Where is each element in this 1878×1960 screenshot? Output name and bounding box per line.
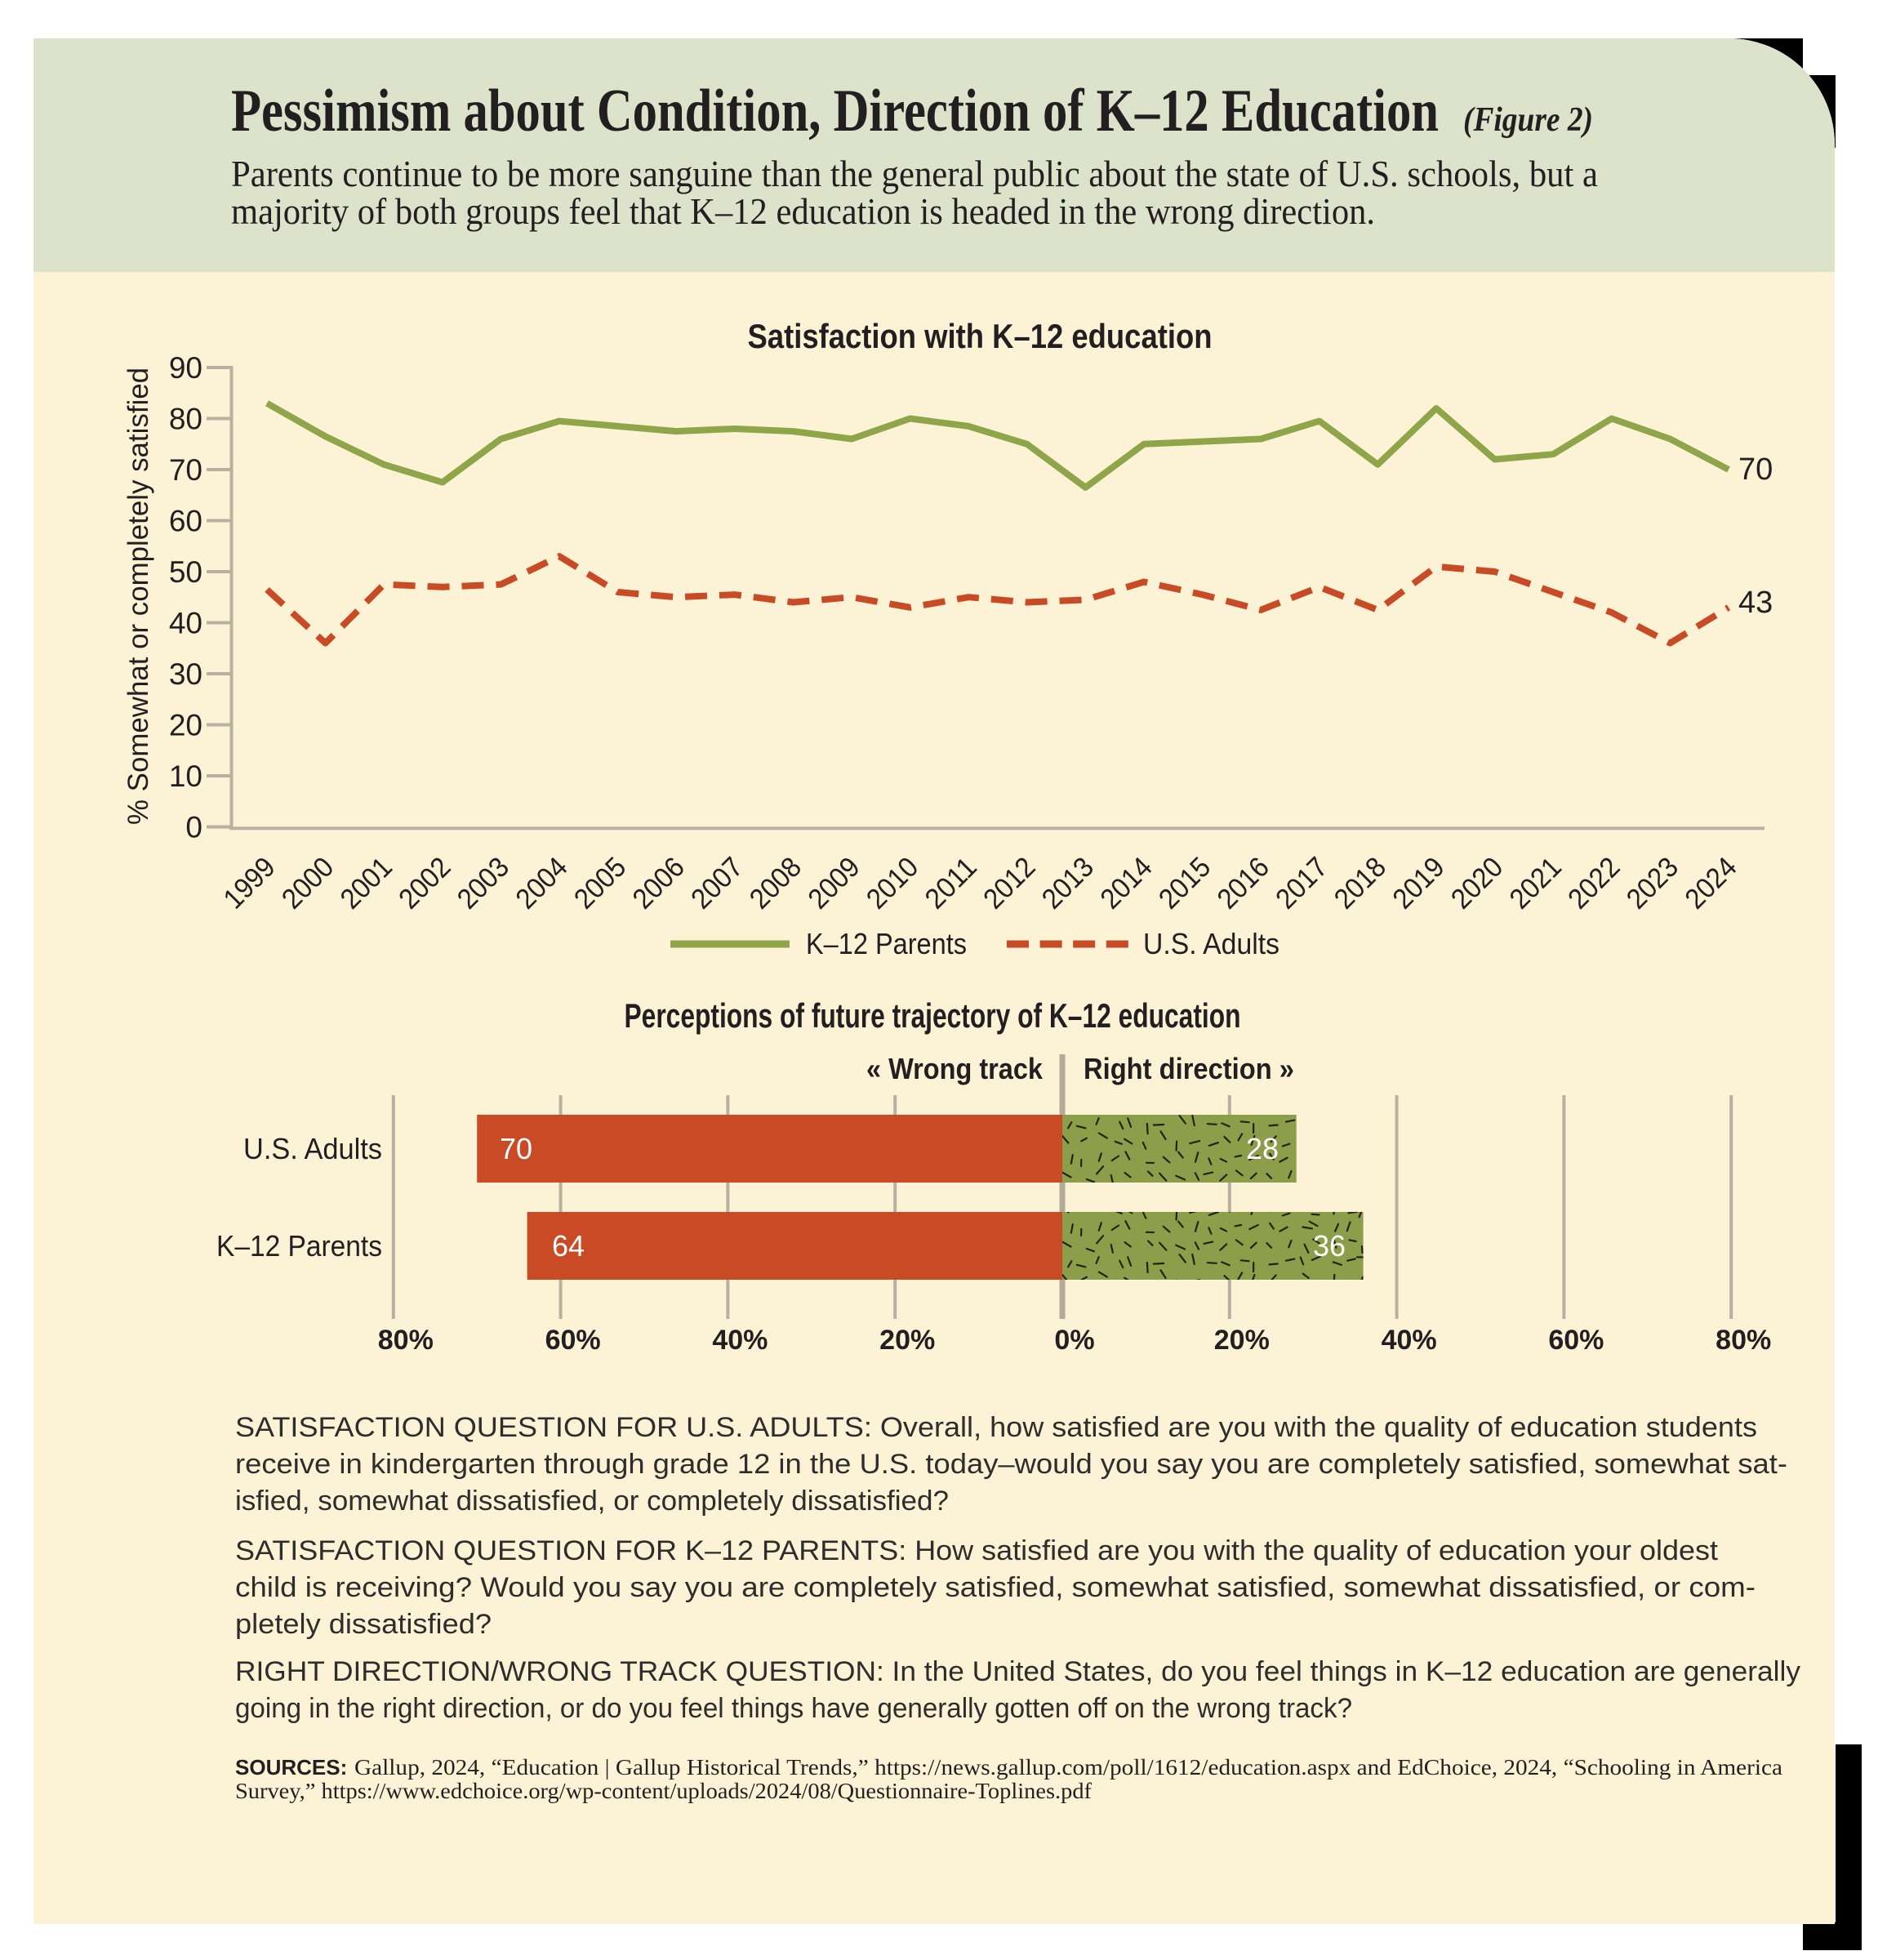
svg-text:40%: 40% bbox=[1382, 1325, 1437, 1356]
svg-text:60: 60 bbox=[169, 505, 202, 538]
svg-text:70: 70 bbox=[500, 1132, 532, 1165]
svg-text:80%: 80% bbox=[1716, 1325, 1771, 1356]
svg-text:43: 43 bbox=[1738, 586, 1773, 620]
svg-text:pletely dissatisfied?: pletely dissatisfied? bbox=[235, 1609, 492, 1640]
svg-text:0%: 0% bbox=[1054, 1325, 1094, 1356]
svg-text:40: 40 bbox=[169, 607, 202, 640]
svg-text:60%: 60% bbox=[545, 1325, 601, 1356]
svg-text:receive in kindergarten throug: receive in kindergarten through grade 12… bbox=[235, 1449, 1787, 1480]
svg-text:30: 30 bbox=[169, 657, 202, 691]
svg-text:10: 10 bbox=[169, 760, 202, 793]
svg-text:64: 64 bbox=[552, 1229, 585, 1263]
svg-text:20%: 20% bbox=[879, 1325, 935, 1356]
svg-text:Pessimism about Condition, Dir: Pessimism about Condition, Direction of … bbox=[231, 78, 1439, 145]
svg-text:SATISFACTION QUESTION FOR K–12: SATISFACTION QUESTION FOR K–12 PARENTS: … bbox=[235, 1535, 1719, 1566]
svg-text:Parents continue to be more sa: Parents continue to be more sanguine tha… bbox=[231, 153, 1598, 194]
svg-text:majority of both groups feel t: majority of both groups feel that K–12 e… bbox=[231, 190, 1375, 232]
svg-text:70: 70 bbox=[1738, 452, 1773, 487]
svg-text:% Somewhat or completely satis: % Somewhat or completely satisfied bbox=[122, 368, 154, 825]
svg-text:going in the right direction,: going in the right direction, or do you … bbox=[235, 1693, 1352, 1724]
svg-text:20: 20 bbox=[169, 709, 202, 742]
svg-text:« Wrong track: « Wrong track bbox=[866, 1052, 1044, 1085]
svg-text:Survey,” https://www.edchoice.: Survey,” https://www.edchoice.org/wp-con… bbox=[235, 1779, 1092, 1803]
svg-text:90: 90 bbox=[169, 351, 202, 385]
svg-text:80%: 80% bbox=[378, 1325, 434, 1356]
svg-text:50: 50 bbox=[169, 555, 202, 589]
svg-text:K–12 Parents: K–12 Parents bbox=[216, 1229, 382, 1263]
svg-text:36: 36 bbox=[1313, 1229, 1346, 1263]
svg-text:child is receiving? Would you: child is receiving? Would you say you ar… bbox=[235, 1572, 1756, 1603]
svg-text:40%: 40% bbox=[712, 1325, 768, 1356]
svg-text:isfied, somewhat dissatisfied,: isfied, somewhat dissatisfied, or comple… bbox=[235, 1486, 949, 1517]
svg-text:U.S. Adults: U.S. Adults bbox=[243, 1132, 382, 1165]
svg-text:20%: 20% bbox=[1214, 1325, 1270, 1356]
svg-text:Satisfaction with K–12 educati: Satisfaction with K–12 education bbox=[748, 317, 1213, 355]
svg-text:70: 70 bbox=[169, 453, 202, 487]
svg-text:SOURCES:: SOURCES: bbox=[235, 1755, 347, 1780]
svg-text:Right direction »: Right direction » bbox=[1084, 1052, 1294, 1085]
svg-text:60%: 60% bbox=[1548, 1325, 1604, 1356]
svg-text:(Figure 2): (Figure 2) bbox=[1463, 101, 1593, 139]
svg-text:28: 28 bbox=[1246, 1132, 1279, 1165]
svg-text:Gallup, 2024, “Education | Gal: Gallup, 2024, “Education | Gallup Histor… bbox=[354, 1755, 1782, 1780]
svg-text:Perceptions of future trajecto: Perceptions of future trajectory of K–12… bbox=[625, 996, 1241, 1035]
svg-text:0: 0 bbox=[185, 811, 202, 844]
svg-text:SATISFACTION QUESTION FOR U.S.: SATISFACTION QUESTION FOR U.S. ADULTS: O… bbox=[235, 1412, 1757, 1443]
svg-text:80: 80 bbox=[169, 403, 202, 436]
svg-text:K–12 Parents: K–12 Parents bbox=[806, 927, 967, 960]
svg-text:U.S. Adults: U.S. Adults bbox=[1143, 927, 1279, 960]
svg-text:RIGHT DIRECTION/WRONG TRACK QU: RIGHT DIRECTION/WRONG TRACK QUESTION: In… bbox=[235, 1656, 1800, 1687]
